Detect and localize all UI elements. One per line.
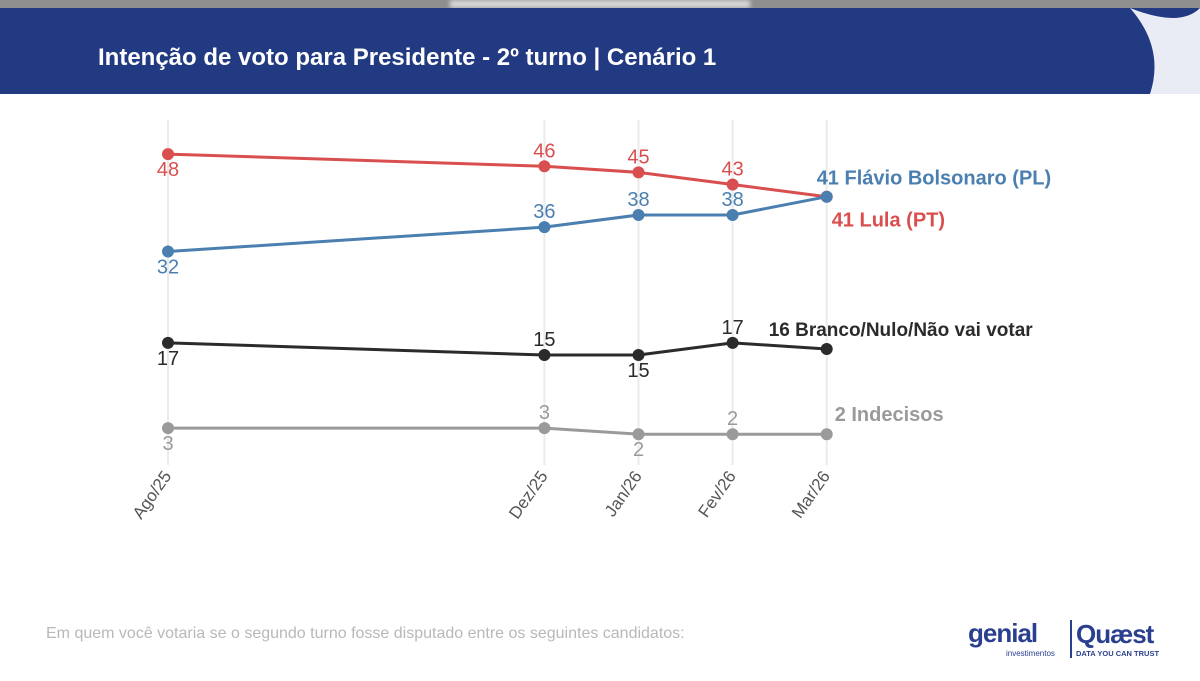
data-label-branco-nulo-nao-vai-votar: 15	[627, 360, 649, 382]
point-branco-nulo-nao-vai-votar	[820, 342, 833, 355]
genial-logo: genial	[968, 618, 1038, 648]
genial-logo-sub: investimentos	[1006, 649, 1055, 658]
header-banner: Intenção de voto para Presidente - 2º tu…	[0, 8, 1200, 94]
logos: genial investimentos Quæst DATA YOU CAN …	[968, 618, 1168, 662]
quaest-logo: Quæst	[1076, 619, 1154, 649]
end-label-indecisos: 2 Indecisos	[835, 404, 944, 426]
quaest-logo-sub: DATA YOU CAN TRUST	[1076, 649, 1160, 658]
x-tick-label: Mar/26	[788, 467, 834, 521]
data-label-lula-pt: 46	[533, 140, 555, 162]
data-label-lula-pt: 45	[627, 146, 649, 168]
point-branco-nulo-nao-vai-votar	[162, 336, 174, 349]
point-indecisos	[820, 428, 833, 441]
data-label-flavio-bolsonaro-pl: 38	[627, 189, 649, 211]
data-label-branco-nulo-nao-vai-votar: 17	[721, 317, 743, 339]
top-strip	[0, 0, 1200, 8]
point-branco-nulo-nao-vai-votar	[726, 336, 739, 349]
point-flavio-bolsonaro-pl	[726, 208, 739, 221]
point-indecisos	[538, 422, 551, 435]
data-label-indecisos: 3	[539, 402, 550, 424]
point-flavio-bolsonaro-pl	[538, 221, 551, 234]
data-label-flavio-bolsonaro-pl: 32	[157, 257, 179, 279]
point-lula-pt	[632, 166, 645, 179]
data-label-flavio-bolsonaro-pl: 38	[721, 189, 743, 211]
header-swoosh	[1130, 8, 1200, 94]
data-label-indecisos: 2	[633, 439, 644, 461]
point-lula-pt	[538, 160, 551, 173]
point-indecisos	[632, 428, 645, 441]
data-label-flavio-bolsonaro-pl: 36	[533, 201, 555, 223]
point-lula-pt	[162, 148, 174, 161]
end-label-branco-nulo-nao-vai-votar: 16 Branco/Nulo/Não vai votar	[769, 320, 1034, 341]
x-tick-label: Ago/25	[129, 467, 175, 522]
end-label-flavio-bolsonaro-pl: 41 Flávio Bolsonaro (PL)	[817, 168, 1051, 190]
data-label-lula-pt: 43	[721, 159, 743, 181]
point-branco-nulo-nao-vai-votar	[632, 349, 645, 362]
point-lula-pt	[726, 178, 739, 191]
data-label-branco-nulo-nao-vai-votar: 17	[157, 348, 179, 370]
point-branco-nulo-nao-vai-votar	[538, 349, 551, 362]
point-flavio-bolsonaro-pl	[632, 208, 645, 221]
point-indecisos	[726, 428, 739, 441]
x-tick-label: Fev/26	[694, 467, 739, 520]
end-label-lula-pt: 41 Lula (PT)	[832, 210, 945, 232]
point-flavio-bolsonaro-pl	[820, 190, 833, 203]
question-note: Em quem você votaria se o segundo turno …	[46, 625, 685, 642]
data-label-branco-nulo-nao-vai-votar: 15	[533, 329, 555, 351]
logo-separator	[1070, 620, 1072, 658]
point-flavio-bolsonaro-pl	[162, 245, 174, 258]
x-tick-label: Dez/25	[505, 467, 551, 522]
data-label-lula-pt: 48	[157, 159, 179, 181]
chart-area: 48 46 45 43 41 Lula (PT) 32 36 38 38 41 Flávio Bo…	[0, 94, 1200, 681]
x-tick-label: Jan/26	[601, 467, 646, 520]
page-title: Intenção de voto para Presidente - 2º tu…	[98, 44, 717, 71]
data-label-indecisos: 2	[727, 408, 738, 430]
data-label-indecisos: 3	[162, 433, 173, 455]
point-indecisos	[162, 422, 174, 435]
